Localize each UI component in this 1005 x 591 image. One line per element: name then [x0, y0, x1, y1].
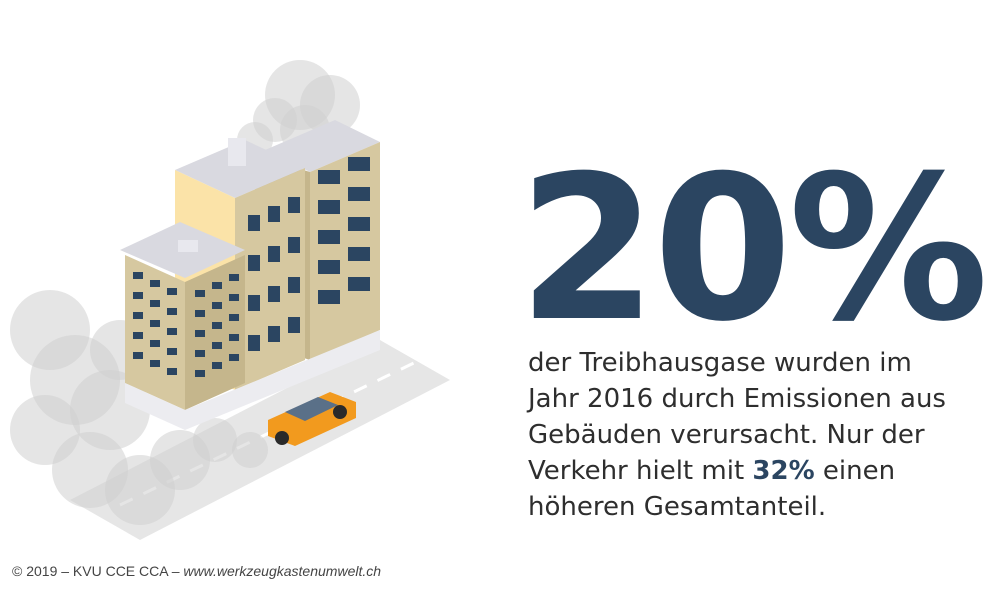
statement-line-4-pre: Verkehr hielt mit — [528, 456, 753, 486]
traffic-share-highlight: 32% — [752, 456, 815, 486]
statement-line-5: höheren Gesamtanteil. — [528, 492, 827, 522]
statement-line-4-post: einen — [814, 456, 896, 486]
statement-line-4: Verkehr hielt mit 32% einen — [528, 453, 968, 489]
building-illustration — [10, 60, 450, 540]
footer-credit: © 2019 – KVU CCE CCA – www.werkzeugkaste… — [12, 563, 381, 579]
building-front — [120, 222, 380, 430]
statement-line-2: Jahr 2016 durch Emissionen aus — [528, 384, 946, 414]
car — [268, 392, 356, 446]
website-link[interactable]: www.werkzeugkastenumwelt.ch — [183, 563, 382, 579]
headline-percentage: 20% — [518, 133, 989, 366]
statement-line-3: Gebäuden verursacht. Nur der — [528, 420, 925, 450]
statement-line-1: der Treibhausgase wurden im — [528, 348, 912, 378]
copyright-text: © 2019 – KVU CCE CCA – — [12, 563, 184, 579]
statement-text: der Treibhausgase wurden im Jahr 2016 du… — [528, 345, 968, 525]
